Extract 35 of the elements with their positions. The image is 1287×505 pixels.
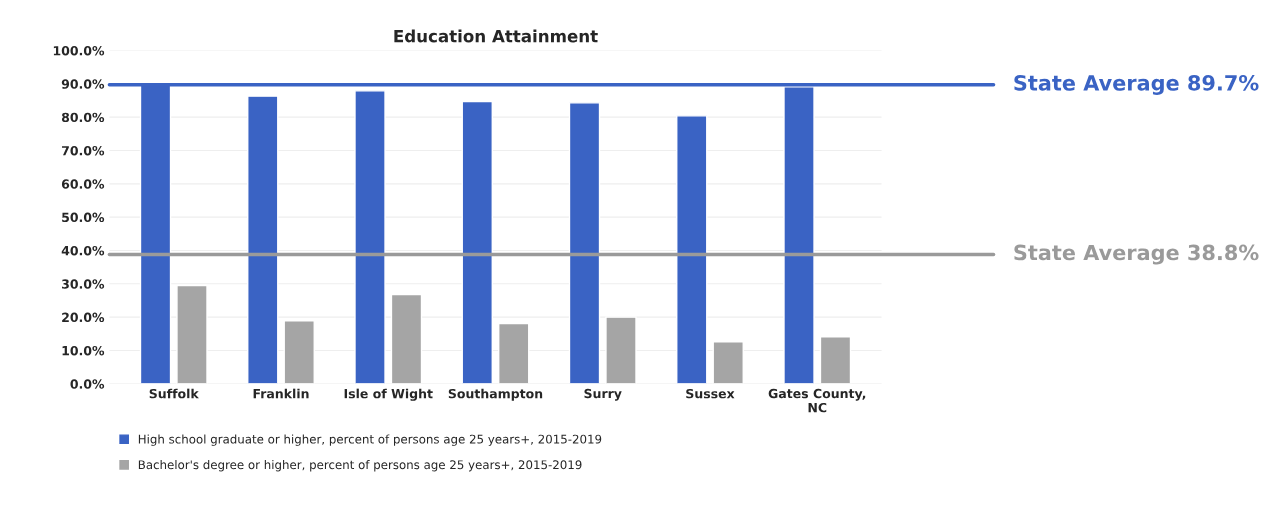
bar	[390, 293, 423, 384]
ref-line-label: State Average 38.8%	[1014, 244, 1259, 265]
bar	[568, 102, 601, 384]
y-tick-label: 60.0%	[61, 179, 105, 189]
y-tick-label: 90.0%	[61, 79, 105, 89]
y-tick-label: 80.0%	[61, 112, 105, 123]
y-tick-label: 40.0%	[61, 245, 105, 256]
x-tick-label: Sussex	[686, 388, 735, 399]
legend-label: Bachelor's degree or higher, percent of persons age 25 years+, 2015-2019	[138, 460, 582, 472]
ref-line-label: State Average 89.7%	[1014, 74, 1259, 95]
x-tick-label: Surry	[584, 388, 622, 401]
bar	[676, 115, 708, 384]
y-tick-label: 0.0%	[70, 379, 105, 389]
y-tick-label: 50.0%	[62, 212, 105, 223]
y-tick-label: 70.0%	[62, 145, 105, 156]
x-tick-label: Suffolk	[149, 388, 199, 399]
bar	[354, 90, 386, 384]
bar	[176, 284, 208, 384]
bar	[605, 316, 637, 384]
bar	[819, 336, 852, 384]
x-tick-label: Gates County, NC	[768, 388, 866, 413]
y-tick-label: 10.0%	[62, 345, 105, 356]
x-tick-label: Franklin	[253, 388, 309, 399]
bar	[712, 341, 744, 384]
bar	[461, 100, 493, 384]
x-tick-label: Southampton	[448, 388, 543, 401]
bar	[247, 95, 279, 384]
chart-title: Education Attainment	[394, 29, 598, 43]
y-tick-label: 30.0%	[62, 279, 105, 289]
x-tick-label: Isle of Wight	[344, 388, 433, 401]
bar	[498, 322, 530, 384]
y-tick-label: 20.0%	[62, 312, 105, 323]
legend-label: High school graduate or higher, percent of persons age 25 years+, 2015-2019	[138, 434, 602, 446]
y-tick-label: 100.0%	[53, 45, 105, 56]
bar	[283, 320, 315, 384]
